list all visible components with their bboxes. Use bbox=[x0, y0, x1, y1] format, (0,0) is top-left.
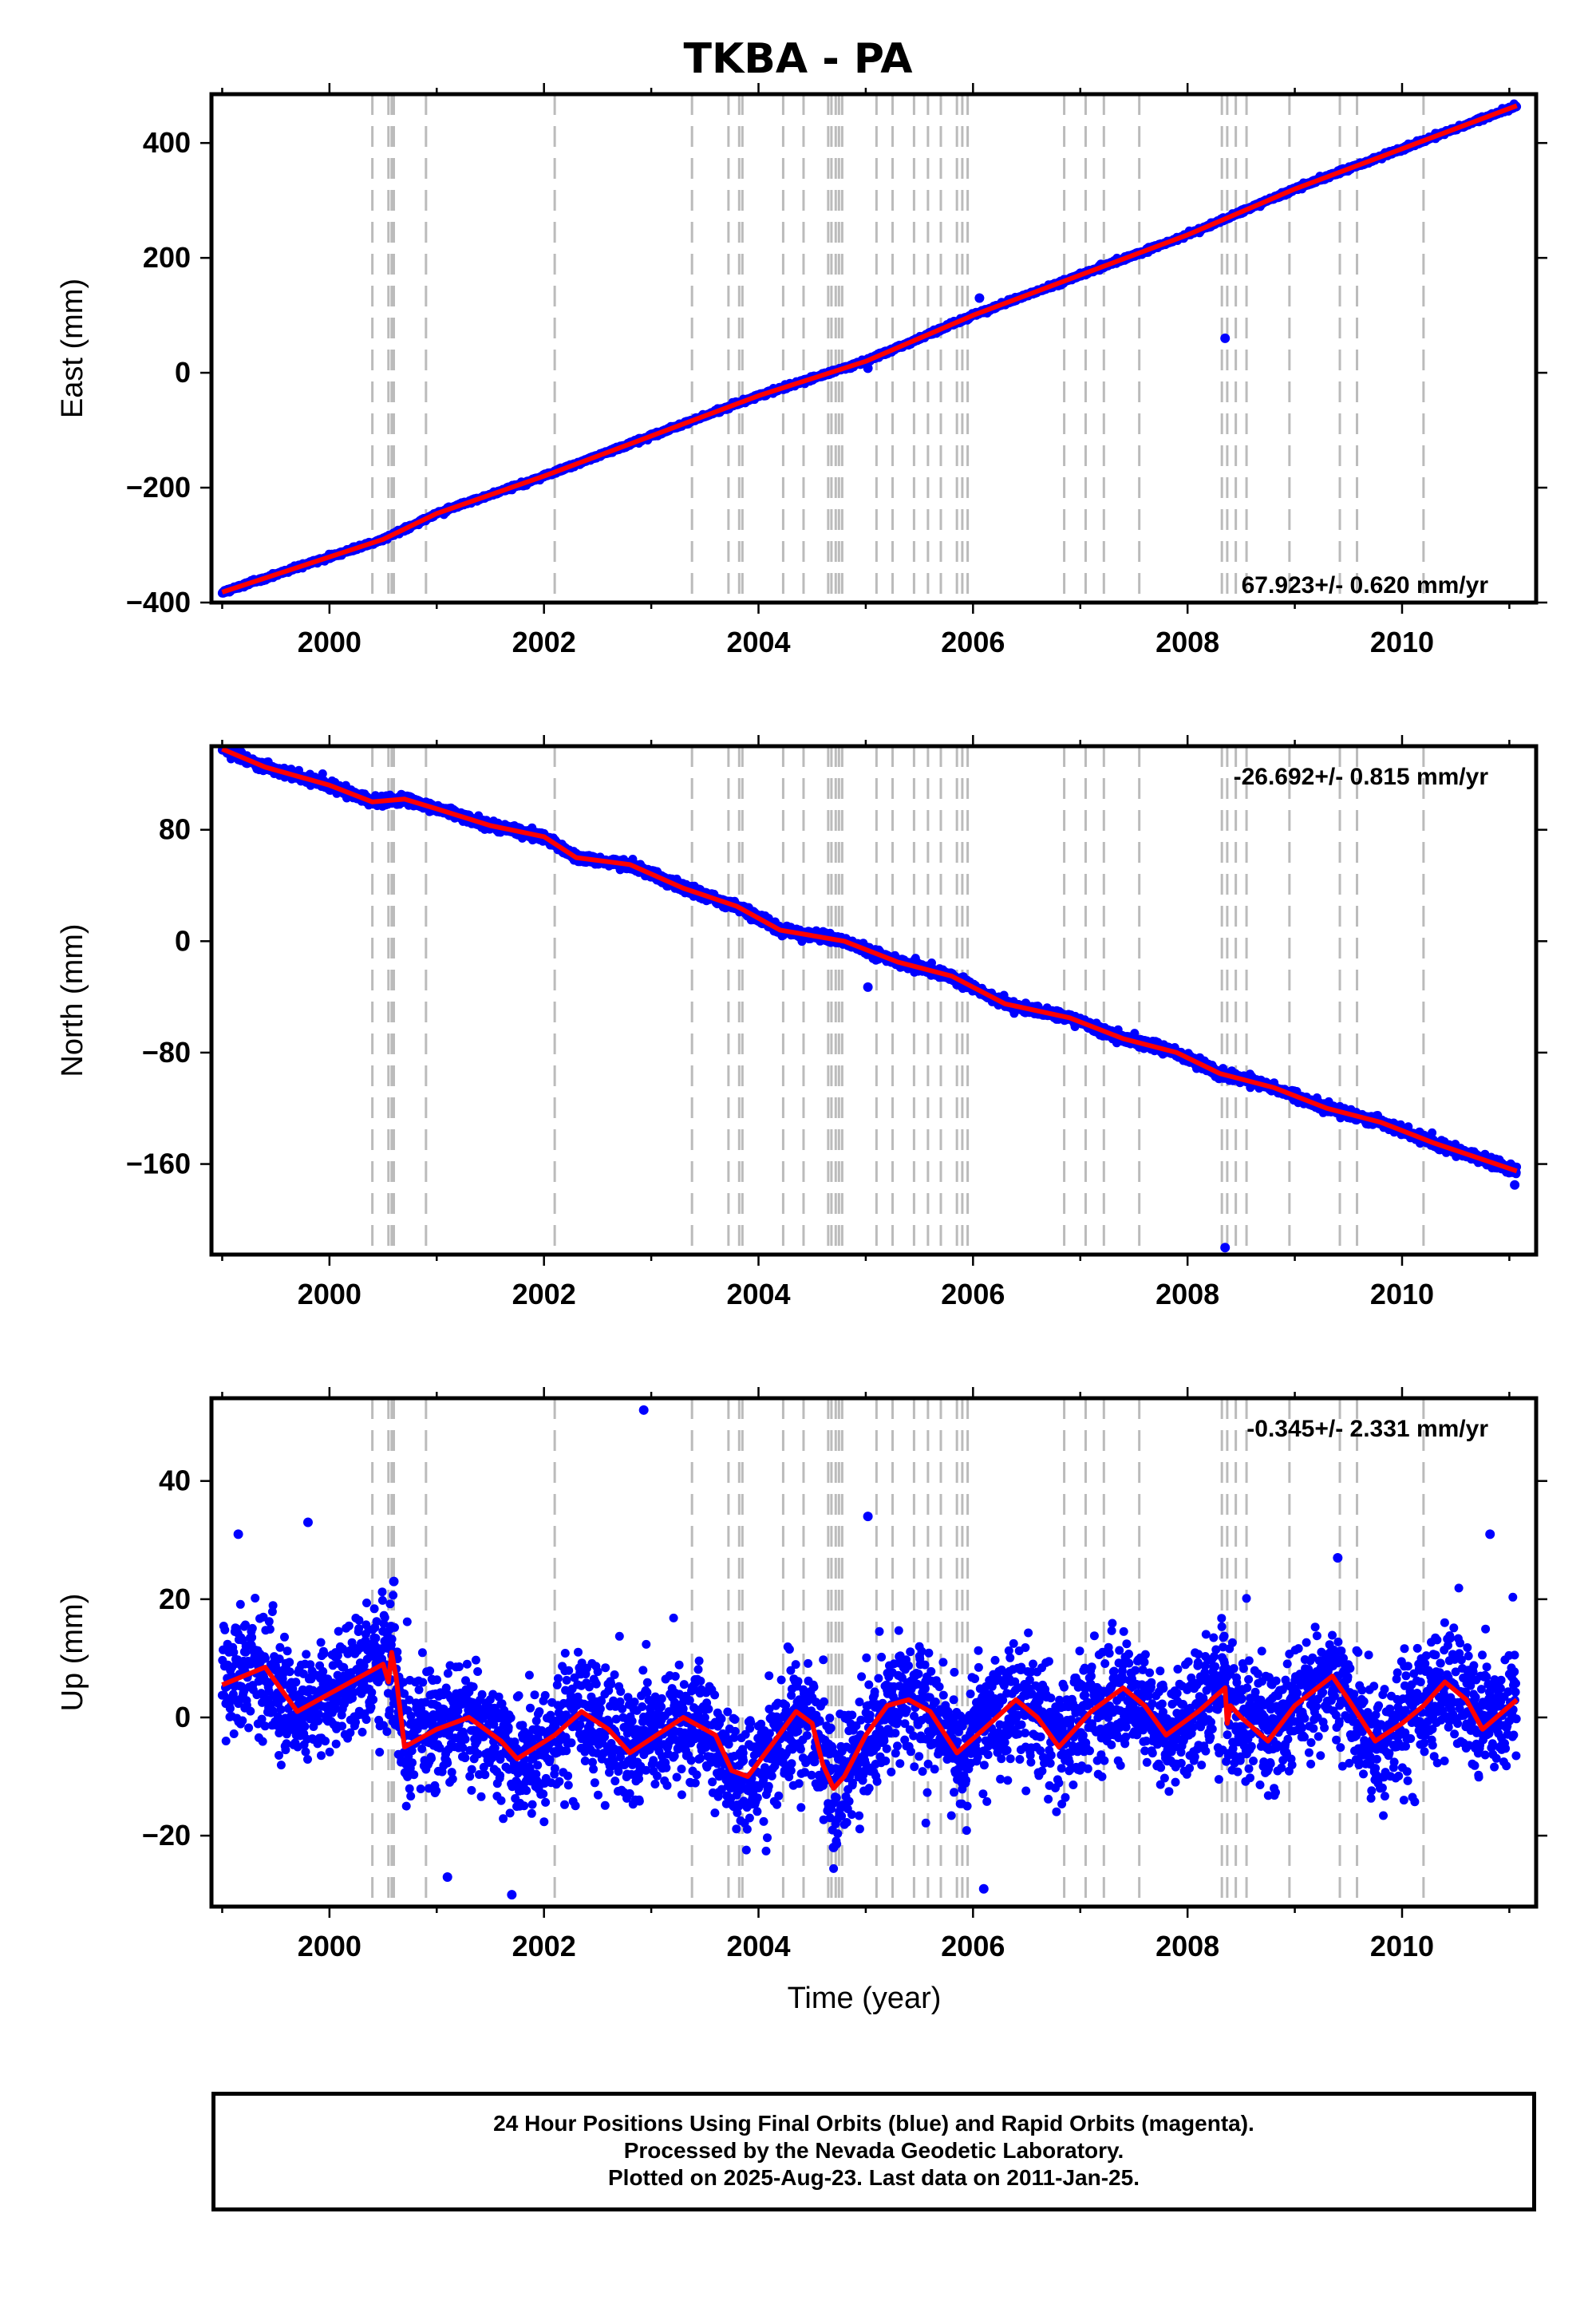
panel-north: 2000 2002 2004 2006 2008 2010−160−80080North … bbox=[56, 735, 1547, 1310]
page-title: TKBA - PA bbox=[683, 35, 913, 83]
x-tick-label: 2004 bbox=[726, 626, 790, 658]
x-tick-label: 2002 bbox=[512, 626, 576, 658]
y-axis-label: East (mm) bbox=[56, 279, 89, 418]
outlier-point bbox=[1220, 333, 1231, 343]
y-tick-label: 400 bbox=[143, 126, 191, 159]
x-tick-label: 2008 bbox=[1156, 626, 1219, 658]
y-tick-label: −200 bbox=[126, 471, 191, 504]
model-fit-line bbox=[221, 103, 1518, 595]
rate-label: 67.923+/- 0.620 mm/yr bbox=[1242, 572, 1489, 599]
data-points bbox=[217, 746, 1522, 1253]
x-tick-label: 2006 bbox=[941, 626, 1005, 658]
plot-frame bbox=[209, 92, 1539, 605]
x-tick-label: 2010 bbox=[1370, 626, 1434, 658]
outlier-point bbox=[974, 293, 985, 303]
y-tick-label: −400 bbox=[126, 586, 191, 619]
x-tick-label: 2000 bbox=[298, 626, 361, 658]
panel-east: 2000 2002 2004 2006 2008 2010 −400 −200 0 200 400 E… bbox=[56, 83, 1547, 658]
y-tick-label: 200 bbox=[143, 241, 191, 274]
data-point bbox=[318, 769, 327, 778]
event-lines bbox=[371, 746, 1425, 1255]
y-tick-label: 0 bbox=[175, 356, 191, 389]
outlier-point bbox=[863, 363, 873, 373]
